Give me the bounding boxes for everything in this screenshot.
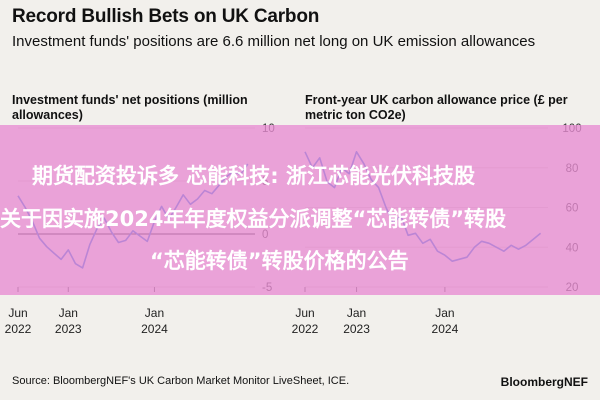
x-tick-label-year: 2023	[343, 322, 370, 336]
x-tick-label-year: 2024	[141, 322, 168, 336]
page-title: Record Bullish Bets on UK Carbon	[12, 6, 320, 27]
left-chart-title: Investment funds' net positions (million…	[12, 93, 248, 122]
x-tick-label-month: Jun	[295, 306, 314, 320]
banner-line-2: 关于因实施2024年年度权益分派调整“芯能转债”转股	[0, 207, 507, 231]
page-subtitle: Investment funds' positions are 6.6 mill…	[12, 33, 536, 50]
overlay-banner: 期货配资投诉多 芯能科技: 浙江芯能光伏科技股 关于因实施2024年年度权益分派…	[0, 125, 600, 295]
x-tick-label-month: Jun	[8, 306, 27, 320]
x-tick-label-year: 2024	[432, 322, 459, 336]
x-tick-label-year: 2022	[292, 322, 319, 336]
x-tick-label-month: Jan	[347, 306, 366, 320]
x-tick-label-month: Jan	[435, 306, 454, 320]
x-tick-label-year: 2022	[5, 322, 32, 336]
x-tick-label-month: Jan	[145, 306, 164, 320]
x-tick-label-year: 2023	[55, 322, 82, 336]
banner-line-3: “芯能转债”转股价格的公告	[150, 249, 409, 273]
brand-logo-text: BloombergNEF	[500, 375, 588, 389]
right-chart-title: Front-year UK carbon allowance price (£ …	[305, 93, 568, 122]
banner-line-1: 期货配资投诉多 芯能科技: 浙江芯能光伏科技股	[32, 164, 476, 188]
source-note: Source: BloombergNEF's UK Carbon Market …	[12, 375, 350, 387]
x-tick-label-month: Jan	[59, 306, 78, 320]
